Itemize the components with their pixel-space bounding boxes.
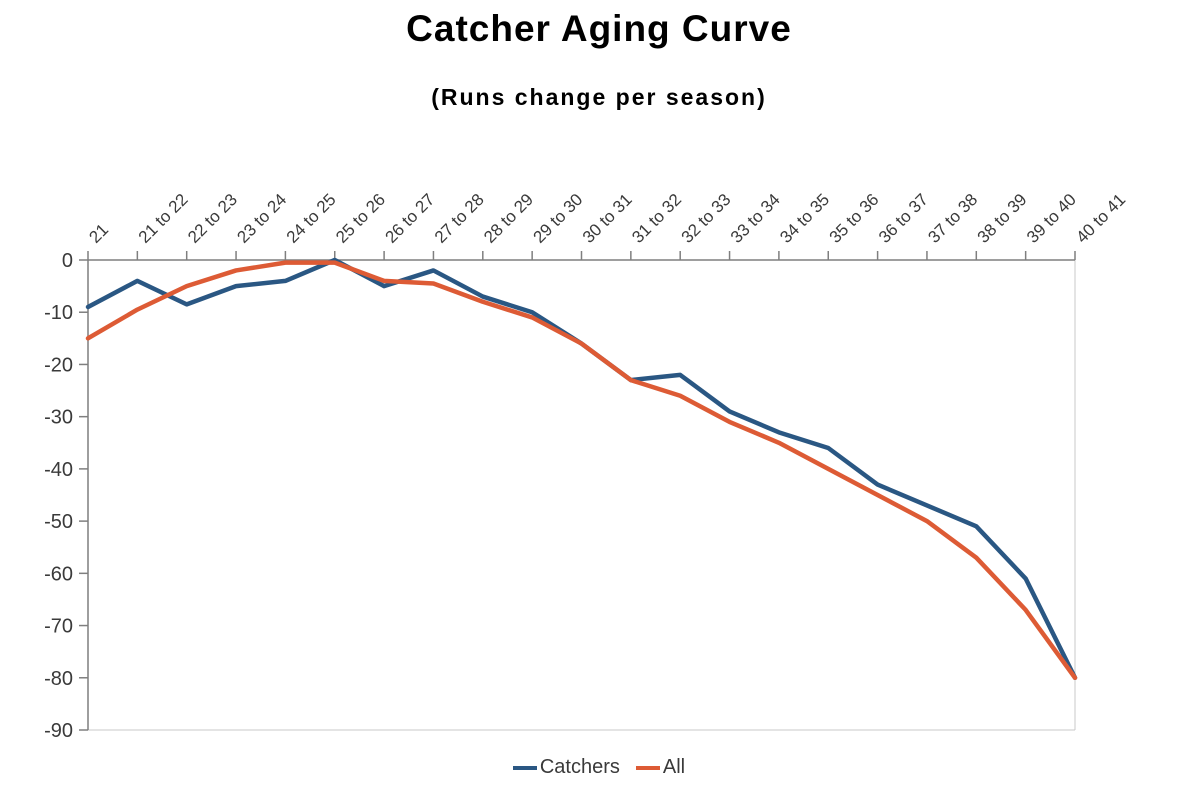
x-axis-label: 22 to 23 <box>184 190 241 247</box>
x-axis-label: 39 to 40 <box>1023 190 1080 247</box>
x-axis-label: 24 to 25 <box>283 190 340 247</box>
y-axis-label: 0 <box>62 250 73 272</box>
chart-legend: Catchers All <box>0 756 1198 779</box>
y-axis-label: -40 <box>44 459 73 481</box>
y-axis-label: -30 <box>44 407 73 429</box>
x-axis-label: 27 to 28 <box>431 190 488 247</box>
y-axis-label: -60 <box>44 563 73 585</box>
legend-item-catchers: Catchers <box>512 756 620 779</box>
x-axis-label: 36 to 37 <box>875 190 932 247</box>
x-axis-label: 37 to 38 <box>924 190 981 247</box>
y-axis-label: -70 <box>44 616 73 638</box>
series-line-catchers <box>85 257 1078 681</box>
x-axis-label: 34 to 35 <box>776 190 833 247</box>
chart-subtitle: (Runs change per season) <box>431 84 767 110</box>
series-line-all <box>85 260 1078 681</box>
x-axis-label: 35 to 36 <box>826 190 883 247</box>
x-axis-label: 26 to 27 <box>381 190 438 247</box>
all-line-swatch <box>635 765 660 770</box>
x-axis-label: 31 to 32 <box>628 190 685 247</box>
y-axis-label: -90 <box>44 720 73 742</box>
y-axis-label: -10 <box>44 302 73 324</box>
legend-label-catchers: Catchers <box>539 756 620 778</box>
x-axis-label: 25 to 26 <box>332 190 389 247</box>
legend-label-all: All <box>662 756 686 778</box>
chart-title: Catcher Aging Curve <box>406 8 792 49</box>
x-axis-label: 33 to 34 <box>727 190 784 247</box>
x-axis-label: 21 to 22 <box>135 190 192 247</box>
x-axis-label: 40 to 41 <box>1072 190 1129 247</box>
x-axis-label: 38 to 39 <box>974 190 1031 247</box>
aging-curve-plot: 0 -10 -20 -30 -40 -50 -60 -70 -80 -90 21 21 to 2222… <box>44 190 1129 742</box>
catchers-line-swatch <box>512 765 537 770</box>
y-axis-label: -80 <box>44 668 73 690</box>
x-axis-label: 21 <box>85 220 112 247</box>
x-axis-label: 23 to 24 <box>233 190 290 247</box>
y-axis-label: -50 <box>44 511 73 533</box>
x-axis-label: 32 to 33 <box>678 190 735 247</box>
legend-item-all: All <box>635 756 686 779</box>
x-axis-label: 30 to 31 <box>579 190 636 247</box>
x-axis-label: 29 to 30 <box>530 190 587 247</box>
y-axis-label: -20 <box>44 354 73 376</box>
x-axis-label: 28 to 29 <box>480 190 537 247</box>
